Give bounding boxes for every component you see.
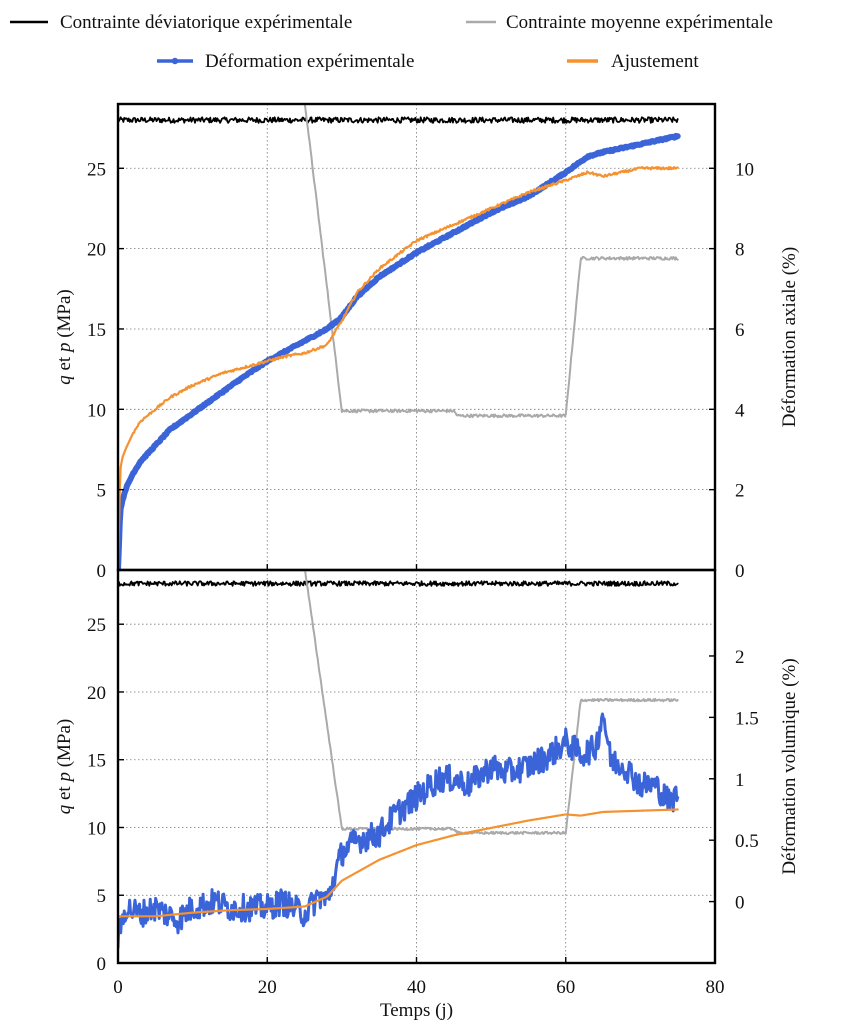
y-right-tick-label: 6 [735,320,745,341]
legend: Contrainte déviatorique expérimentale Con… [10,12,773,72]
x-axis-label: Temps (j) [380,1000,453,1021]
y-tick-label: 10 [87,818,106,839]
legend-entry: Ajustement [567,51,699,72]
y-right-tick-label: 1 [735,770,745,791]
series-line [118,116,679,124]
y-tick-label: 0 [97,561,107,582]
y-tick-label: 20 [87,240,106,261]
legend-label: Ajustement [611,51,699,72]
series-line [118,166,679,570]
y-tick-label: 15 [87,751,106,772]
legend-entry: Déformation expérimentale [157,51,414,72]
y-right-tick-label: 2 [735,481,745,502]
y-right-tick-label: 4 [735,400,745,421]
y-right-tick-label: 0.5 [735,831,759,852]
y-tick-label: 20 [87,683,106,704]
legend-entry: Contrainte déviatorique expérimentale [10,12,352,33]
x-tick-label: 40 [407,977,426,998]
series-line [303,104,679,419]
y-tick-label: 15 [87,320,106,341]
y-tick-label: 25 [87,615,106,636]
y-right-tick-label: 10 [735,159,754,180]
series-line [118,808,679,918]
y-tick-label: 0 [97,954,107,975]
y-tick-label: 5 [97,886,107,907]
y-axis-label: q et p (MPa) [54,289,75,385]
legend-label: Contrainte moyenne expérimentale [506,12,773,33]
series-line [118,712,680,949]
y-tick-label: 5 [97,481,107,502]
panel-axial: 0 5 10 15 20 25 0 2 4 6 8 10 q et p (MPa) Déformation… [54,102,800,582]
x-tick-label: 80 [706,977,725,998]
series-line [118,132,681,570]
y-right-tick-label: 0 [735,561,745,582]
x-tick-label: 20 [258,977,277,998]
y-axis-label: q et p (MPa) [54,719,75,815]
legend-entry: Contrainte moyenne expérimentale [466,12,773,33]
y-right-tick-label: 2 [735,647,745,668]
y-right-tick-label: 1.5 [735,708,759,729]
x-tick-label: 0 [113,977,123,998]
legend-label: Déformation expérimentale [205,51,414,72]
y-tick-label: 25 [87,159,106,180]
series-line [303,570,679,836]
x-tick-label: 60 [556,977,575,998]
legend-label: Contrainte déviatorique expérimentale [60,12,352,33]
y-right-tick-label: 0 [735,893,745,914]
y-tick-label: 10 [87,400,106,421]
y-right-tick-label: 8 [735,240,745,261]
series-line [118,580,679,587]
legend-marker [171,57,179,65]
y-right-axis-label: Déformation volumique (%) [779,658,800,874]
y-right-axis-label: Déformation axiale (%) [779,247,800,427]
